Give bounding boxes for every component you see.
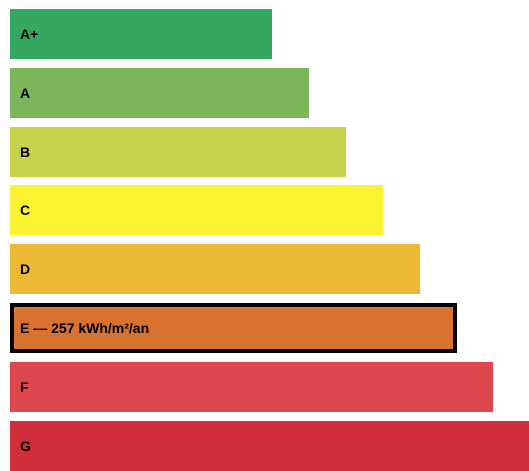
rating-bar-a-plus	[10, 9, 272, 59]
rating-bar-a	[10, 67, 309, 118]
rating-label-f: F	[20, 378, 29, 395]
rating-label-d: D	[20, 261, 31, 278]
rating-bar-c	[10, 185, 383, 236]
rating-label-g: G	[20, 437, 31, 454]
rating-bar-f	[10, 361, 493, 412]
rating-label-e: E — 257 kWh/m²/an	[20, 320, 150, 336]
rating-bar-e	[10, 303, 457, 353]
rating-label-b: B	[20, 143, 31, 160]
rating-bar-g	[10, 420, 529, 471]
rating-bar-b	[10, 126, 346, 177]
rating-label-c: C	[20, 202, 31, 219]
rating-label-a-plus: A+	[20, 26, 39, 42]
rating-label-a: A	[20, 84, 31, 101]
rating-bar-d	[10, 244, 420, 295]
